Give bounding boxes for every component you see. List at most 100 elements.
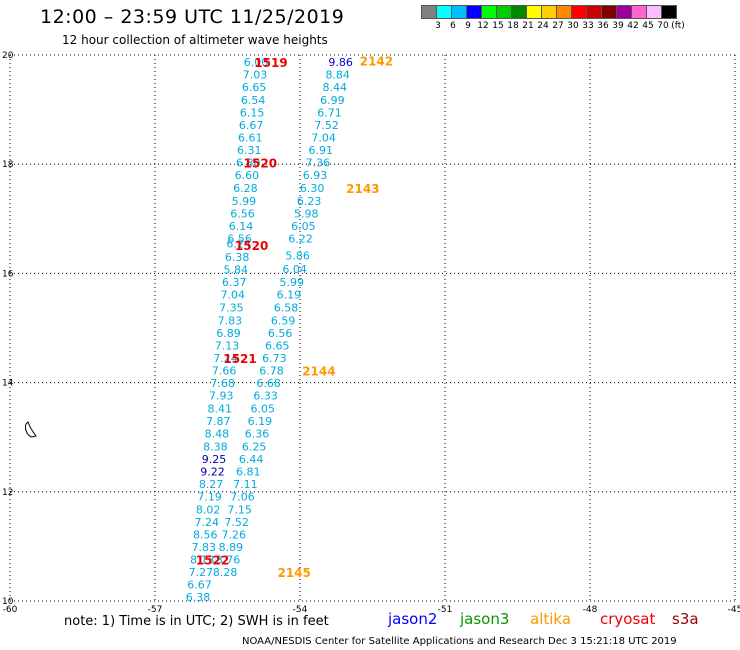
wave-height-label: 6.80 — [236, 157, 261, 170]
satellite-s3a: s3a — [672, 610, 699, 628]
legend-label: 15 — [492, 21, 504, 31]
wave-height-label: 7.93 — [209, 390, 234, 403]
time-label: 1521 — [223, 352, 256, 366]
x-tick-label: -45 — [728, 605, 740, 615]
wave-height-label: 6.61 — [238, 131, 263, 144]
color-legend-labels: 3 6 9 12 15 18 21 24 27 30 33 36 39 42 45 70 (ft) — [422, 21, 740, 33]
wave-height-label: 8.89 — [219, 541, 244, 554]
wave-height-label: 7.83 — [192, 541, 217, 554]
x-tick-label: -60 — [3, 605, 18, 615]
legend-label: 12 — [477, 21, 489, 31]
legend-label: 36 — [597, 21, 609, 31]
wave-height-label: 6.19 — [248, 415, 273, 428]
wave-height-label: 8.84 — [325, 69, 350, 82]
y-tick-label: 14 — [2, 379, 14, 389]
wave-height-label: 8.41 — [208, 402, 233, 415]
wave-height-label: 8.76 — [216, 554, 241, 567]
wave-height-label: 6.56 — [268, 327, 293, 340]
wave-height-label: 7.52 — [224, 516, 249, 529]
x-tick-label: -48 — [583, 605, 598, 615]
footer-credit: NOAA/NESDIS Center for Satellite Applica… — [242, 636, 677, 647]
wave-height-label: 7.04 — [311, 131, 336, 144]
wave-height-label: 8.28 — [213, 566, 238, 579]
legend-label: 27 — [552, 21, 564, 31]
wave-height-label: 7.19 — [197, 491, 222, 504]
wave-height-label: 7.24 — [213, 352, 238, 365]
legend-label: 70 — [657, 21, 669, 31]
wave-height-label: 6.22 — [288, 232, 313, 245]
legend-label: 39 — [612, 21, 624, 31]
wave-height-label: 6.31 — [237, 144, 262, 157]
time-label: 1522 — [196, 554, 229, 568]
footer-note: note: 1) Time is in UTC; 2) SWH is in fe… — [64, 614, 329, 629]
wave-height-label: 6.67 — [187, 579, 212, 592]
wave-height-label: 6.67 — [239, 119, 264, 132]
wave-height-label: 6.33 — [253, 390, 278, 403]
legend-label: 9 — [465, 21, 471, 31]
wave-height-label: 6.24 — [226, 237, 251, 250]
wave-height-label: 9.22 — [200, 466, 225, 479]
wave-height-label: 7.26 — [222, 528, 247, 541]
legend-label: 30 — [567, 21, 579, 31]
y-tick-label: 12 — [2, 488, 13, 498]
y-tick-label: 16 — [2, 269, 14, 279]
satellite-jason3: jason3 — [460, 610, 510, 628]
time-label: 1520 — [235, 239, 268, 253]
wave-height-label: 6.54 — [241, 94, 266, 107]
wave-height-label: 7.66 — [212, 365, 237, 378]
time-label: 2142 — [360, 54, 393, 68]
wave-height-label: 6.93 — [303, 169, 328, 182]
wave-height-label: 6.60 — [235, 169, 260, 182]
wave-height-label: 6.04 — [282, 263, 307, 276]
legend-label: 3 — [435, 21, 441, 31]
wave-height-label: 6.38 — [186, 591, 211, 604]
legend-label: 45 — [642, 21, 654, 31]
wave-height-label: 7.24 — [194, 516, 219, 529]
legend-label: (ft) — [671, 21, 685, 31]
time-label: 2145 — [277, 566, 310, 580]
legend-label: 42 — [627, 21, 639, 31]
chart-title: 12:00 – 23:59 UTC 11/25/2019 — [40, 6, 345, 28]
x-tick-label: -57 — [148, 605, 163, 615]
wave-height-label: 7.83 — [218, 314, 243, 327]
wave-height-label: 6.71 — [317, 106, 342, 119]
legend-label: 6 — [450, 21, 456, 31]
wave-height-label: 5.98 — [294, 207, 319, 220]
wave-height-label: 7.04 — [221, 289, 246, 302]
wave-height-label: 8.13 — [190, 554, 215, 567]
wave-height-label: 6.65 — [265, 339, 290, 352]
satellite-jason2: jason2 — [388, 610, 438, 628]
wave-height-label: 6.25 — [242, 440, 267, 453]
legend-label: 33 — [582, 21, 594, 31]
wave-height-label: 9.25 — [202, 453, 227, 466]
y-tick-label: 10 — [2, 597, 14, 607]
wave-height-label: 7.87 — [206, 415, 231, 428]
wave-height-label: 7.68 — [210, 377, 235, 390]
wave-height-label: 5.99 — [232, 195, 257, 208]
wave-height-label: 6.37 — [222, 276, 247, 289]
y-tick-label: 20 — [2, 51, 14, 61]
wave-height-label: 6.38 — [225, 251, 250, 264]
wave-height-label: 7.35 — [219, 301, 244, 314]
wave-height-label: 7.27 — [189, 566, 214, 579]
wave-height-label: 8.48 — [205, 427, 230, 440]
wave-height-label: 6.23 — [297, 195, 322, 208]
wave-height-label: 6.19 — [277, 289, 302, 302]
satellite-altika: altika — [530, 610, 572, 628]
wave-height-label: 6.58 — [274, 301, 299, 314]
wave-height-label: 8.44 — [323, 81, 348, 94]
wave-height-label: 6.44 — [239, 453, 264, 466]
wave-height-label: 6.68 — [256, 377, 281, 390]
x-tick-label: -51 — [438, 605, 453, 615]
wave-height-label: 6.59 — [271, 314, 296, 327]
wave-height-label: 6.73 — [262, 352, 287, 365]
wave-height-label: 8.56 — [193, 528, 218, 541]
wave-height-label: 8.38 — [203, 440, 228, 453]
wave-height-label: 6.99 — [320, 94, 345, 107]
wave-height-label: 6.65 — [242, 81, 267, 94]
legend-label: 24 — [537, 21, 549, 31]
time-label: 1519 — [254, 56, 287, 70]
y-tick-label: 18 — [2, 160, 14, 170]
wave-height-label: 5.86 — [285, 249, 310, 262]
